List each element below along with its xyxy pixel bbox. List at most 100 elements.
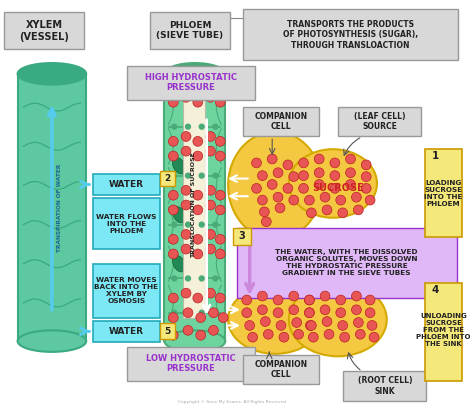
Text: TRANSLOCATION OF SUCROSE: TRANSLOCATION OF SUCROSE: [191, 152, 196, 258]
Circle shape: [257, 291, 267, 301]
Circle shape: [336, 295, 346, 305]
Circle shape: [213, 124, 218, 129]
Circle shape: [340, 332, 349, 342]
Circle shape: [193, 136, 203, 146]
Text: LOADING
SUCROSE
INTO THE
PHLOEM: LOADING SUCROSE INTO THE PHLOEM: [424, 180, 463, 207]
Circle shape: [354, 318, 363, 328]
Circle shape: [252, 183, 262, 193]
Bar: [183, 92, 205, 318]
Circle shape: [213, 173, 218, 178]
Circle shape: [181, 200, 191, 210]
Circle shape: [346, 154, 356, 164]
Circle shape: [264, 329, 273, 339]
Ellipse shape: [228, 132, 322, 239]
Bar: [128, 66, 255, 100]
Bar: [93, 198, 160, 249]
Text: HIGH HYDROSTATIC
PRESSURE: HIGH HYDROSTATIC PRESSURE: [145, 73, 237, 92]
Circle shape: [215, 205, 225, 215]
Circle shape: [275, 203, 285, 213]
Circle shape: [314, 168, 324, 178]
Circle shape: [304, 308, 314, 318]
Circle shape: [338, 208, 347, 218]
Circle shape: [260, 316, 270, 326]
Circle shape: [283, 160, 293, 170]
Circle shape: [267, 154, 277, 164]
Circle shape: [168, 97, 178, 107]
Circle shape: [361, 183, 371, 193]
Text: WATER: WATER: [109, 327, 144, 336]
Text: Copyright © Save My Exams. All Rights Reserved: Copyright © Save My Exams. All Rights Re…: [178, 400, 286, 404]
Circle shape: [199, 124, 204, 129]
Circle shape: [346, 168, 356, 178]
Circle shape: [209, 308, 219, 318]
Circle shape: [168, 293, 178, 303]
Circle shape: [259, 207, 269, 217]
Circle shape: [252, 158, 262, 168]
Text: PHLOEM
(SIEVE TUBE): PHLOEM (SIEVE TUBE): [156, 21, 224, 40]
Circle shape: [168, 249, 178, 259]
Circle shape: [273, 192, 283, 202]
Circle shape: [181, 288, 191, 298]
Circle shape: [185, 124, 191, 129]
Circle shape: [305, 321, 315, 330]
Bar: [243, 9, 458, 60]
Circle shape: [219, 313, 228, 323]
Circle shape: [330, 171, 340, 180]
Circle shape: [289, 305, 299, 315]
Circle shape: [248, 332, 257, 342]
Circle shape: [215, 97, 225, 107]
Circle shape: [215, 136, 225, 146]
Circle shape: [206, 146, 215, 156]
Bar: [343, 372, 426, 401]
Circle shape: [196, 330, 206, 340]
Circle shape: [273, 308, 283, 318]
Circle shape: [172, 276, 177, 281]
Circle shape: [299, 158, 309, 168]
Circle shape: [330, 183, 340, 193]
Text: COMPANION
CELL: COMPANION CELL: [255, 112, 308, 132]
Ellipse shape: [18, 63, 86, 85]
Circle shape: [279, 332, 289, 342]
Circle shape: [185, 173, 191, 178]
Text: WATER: WATER: [109, 180, 144, 189]
Circle shape: [294, 329, 303, 339]
Bar: [160, 323, 175, 339]
Circle shape: [172, 173, 177, 178]
Circle shape: [283, 183, 293, 193]
Circle shape: [365, 308, 375, 318]
Circle shape: [193, 293, 203, 303]
Circle shape: [346, 180, 356, 189]
Circle shape: [289, 172, 299, 182]
Circle shape: [206, 185, 215, 195]
Circle shape: [273, 295, 283, 305]
Circle shape: [361, 172, 371, 182]
Circle shape: [352, 192, 361, 202]
Circle shape: [257, 171, 267, 180]
Circle shape: [299, 171, 309, 180]
Circle shape: [181, 132, 191, 141]
Text: SUCROSE: SUCROSE: [312, 183, 364, 193]
Bar: [150, 12, 230, 49]
Circle shape: [193, 151, 203, 161]
Circle shape: [181, 229, 191, 239]
Circle shape: [320, 291, 330, 301]
Bar: [18, 74, 86, 341]
Circle shape: [213, 276, 218, 281]
Text: UNLOADING
SUCROSE
FROM THE
PHLOEM INTO
THE SINK: UNLOADING SUCROSE FROM THE PHLOEM INTO T…: [416, 313, 471, 347]
Circle shape: [361, 160, 371, 170]
Circle shape: [289, 291, 299, 301]
Text: THE WATER, WITH THE DISSOLVED
ORGANIC SOLUTES, MOVES DOWN
THE HYDROSTATIC PRESSU: THE WATER, WITH THE DISSOLVED ORGANIC SO…: [275, 249, 418, 276]
Text: TRANSPORTS THE PRODUCTS
OF PHOTOSYNTHESIS (SUGAR),
THROUGH TRANSLOACTION: TRANSPORTS THE PRODUCTS OF PHOTOSYNTHESI…: [283, 20, 418, 50]
Circle shape: [185, 276, 191, 281]
Ellipse shape: [289, 283, 387, 356]
Circle shape: [336, 308, 346, 318]
Circle shape: [213, 310, 218, 315]
Circle shape: [193, 249, 203, 259]
Ellipse shape: [164, 63, 225, 85]
Text: 4: 4: [432, 285, 439, 295]
Bar: [93, 174, 160, 195]
Ellipse shape: [173, 256, 186, 272]
Circle shape: [304, 295, 314, 305]
Circle shape: [215, 249, 225, 259]
Circle shape: [206, 132, 215, 141]
